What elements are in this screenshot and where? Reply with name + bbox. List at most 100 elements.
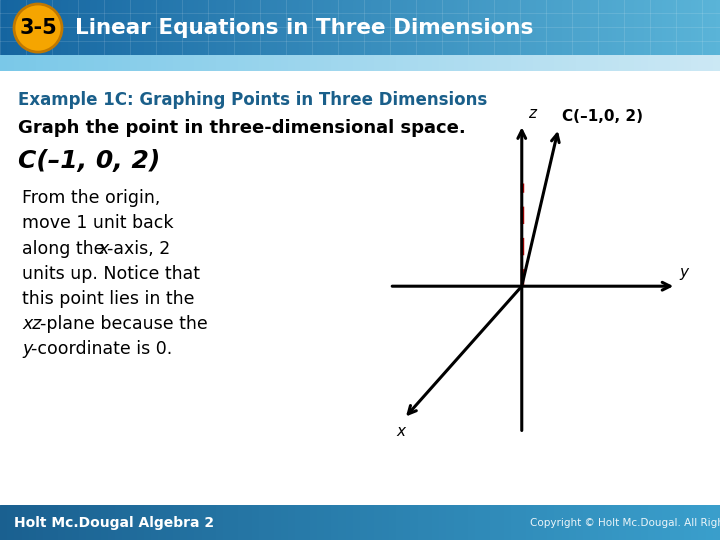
Bar — [497, 505, 505, 540]
Bar — [443, 0, 447, 55]
Bar — [540, 55, 548, 71]
Text: -axis, 2: -axis, 2 — [107, 240, 170, 258]
Bar — [508, 0, 512, 55]
Bar — [43, 0, 48, 55]
Bar — [7, 505, 15, 540]
Bar — [302, 0, 307, 55]
Bar — [626, 0, 631, 55]
Bar — [180, 0, 184, 55]
Bar — [403, 0, 408, 55]
Bar — [547, 505, 555, 540]
Bar — [299, 0, 303, 55]
Bar — [698, 55, 706, 71]
Bar — [302, 505, 310, 540]
Bar — [191, 0, 195, 55]
Bar — [709, 0, 714, 55]
Bar — [7, 0, 12, 55]
Bar — [436, 0, 440, 55]
Bar — [173, 505, 181, 540]
Bar — [454, 55, 462, 71]
Bar — [446, 505, 454, 540]
Bar — [662, 55, 670, 71]
Bar — [461, 0, 465, 55]
Bar — [565, 0, 570, 55]
Bar — [263, 0, 267, 55]
Text: y: y — [22, 340, 32, 357]
Bar — [367, 0, 372, 55]
Bar — [202, 55, 210, 71]
Bar — [230, 55, 238, 71]
Bar — [432, 505, 440, 540]
Bar — [101, 55, 109, 71]
Text: this point lies in the: this point lies in the — [22, 289, 194, 308]
Bar — [360, 55, 368, 71]
Bar — [173, 55, 181, 71]
Bar — [407, 0, 411, 55]
Bar — [270, 0, 274, 55]
Bar — [425, 505, 433, 540]
Bar — [547, 55, 555, 71]
Bar — [414, 0, 418, 55]
Bar — [677, 55, 685, 71]
Bar — [266, 55, 274, 71]
Bar — [158, 55, 166, 71]
Bar — [187, 55, 195, 71]
Bar — [526, 505, 534, 540]
Bar — [277, 0, 282, 55]
Bar — [648, 0, 652, 55]
Bar — [11, 0, 15, 55]
Bar — [418, 505, 426, 540]
Bar — [205, 0, 210, 55]
Bar — [364, 0, 368, 55]
Bar — [475, 55, 483, 71]
Bar — [518, 55, 526, 71]
Bar — [58, 55, 66, 71]
Bar — [126, 0, 130, 55]
Bar — [284, 0, 289, 55]
Bar — [248, 0, 253, 55]
Bar — [130, 505, 138, 540]
Bar — [626, 505, 634, 540]
Bar — [670, 0, 674, 55]
Bar — [338, 505, 346, 540]
Bar — [468, 55, 476, 71]
Bar — [0, 55, 8, 71]
Bar — [115, 55, 123, 71]
Bar — [216, 55, 224, 71]
Bar — [198, 0, 202, 55]
Bar — [292, 0, 296, 55]
Bar — [511, 0, 516, 55]
Bar — [169, 0, 174, 55]
Bar — [32, 0, 37, 55]
Bar — [439, 55, 447, 71]
Bar — [194, 55, 202, 71]
Text: move 1 unit back: move 1 unit back — [22, 214, 174, 233]
Bar — [324, 505, 332, 540]
Bar — [598, 505, 606, 540]
Bar — [317, 0, 321, 55]
Bar — [353, 55, 361, 71]
Bar — [590, 505, 598, 540]
Bar — [119, 0, 123, 55]
Bar — [637, 0, 642, 55]
Bar — [497, 0, 501, 55]
Bar — [281, 505, 289, 540]
Bar — [612, 55, 620, 71]
Text: 3-5: 3-5 — [19, 18, 57, 38]
Bar — [680, 0, 685, 55]
Bar — [403, 55, 411, 71]
Bar — [43, 505, 51, 540]
Bar — [144, 55, 152, 71]
Bar — [104, 0, 109, 55]
Bar — [140, 0, 145, 55]
Text: z: z — [528, 106, 536, 121]
Bar — [245, 0, 249, 55]
Bar — [605, 55, 613, 71]
Bar — [374, 505, 382, 540]
Bar — [655, 55, 663, 71]
Bar — [490, 505, 498, 540]
Bar — [371, 0, 375, 55]
Bar — [353, 505, 361, 540]
Bar — [389, 55, 397, 71]
Bar — [374, 0, 379, 55]
